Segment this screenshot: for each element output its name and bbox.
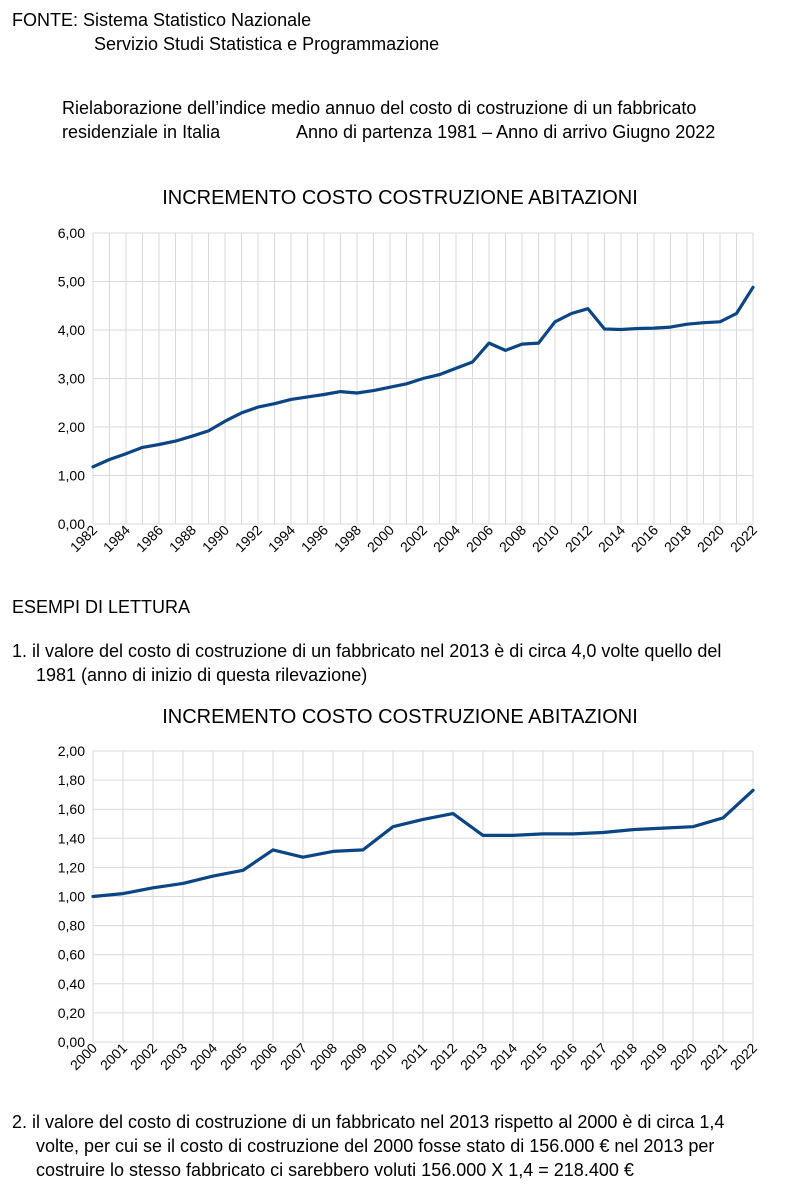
- x-tick-label: 2003: [157, 1040, 190, 1073]
- example-2-line-1: 2. il valore del costo di costruzione di…: [12, 1112, 725, 1132]
- x-tick-label: 2009: [337, 1040, 370, 1073]
- y-tick-label: 2,00: [58, 743, 85, 759]
- x-tick-label: 2007: [277, 1040, 310, 1073]
- x-tick-label: 2015: [517, 1040, 550, 1073]
- description-line-2a: residenziale in Italia: [62, 122, 221, 142]
- x-tick-label: 2005: [217, 1040, 250, 1073]
- x-tick-label: 2016: [547, 1040, 580, 1073]
- y-tick-label: 0,00: [58, 516, 85, 532]
- y-tick-label: 5,00: [58, 274, 85, 290]
- x-tick-label: 2001: [97, 1040, 130, 1073]
- series-line: [91, 285, 755, 469]
- x-tick-label: 2019: [637, 1040, 670, 1073]
- x-tick-label: 2018: [607, 1040, 640, 1073]
- x-tick-label: 2010: [367, 1040, 400, 1073]
- y-tick-label: 1,20: [58, 859, 85, 875]
- x-tick-label: 2004: [187, 1040, 220, 1073]
- y-tick-label: 3,00: [58, 371, 85, 387]
- y-tick-label: 1,40: [58, 830, 85, 846]
- y-tick-label: 0,80: [58, 918, 85, 934]
- description-line-2b: Anno di partenza 1981 – Anno di arrivo G…: [296, 122, 716, 142]
- example-1-line-2: 1981 (anno di inizio di questa rilevazio…: [36, 665, 368, 685]
- y-tick-label: 0,40: [58, 976, 85, 992]
- x-tick-label: 2011: [398, 1040, 431, 1073]
- x-tick-label: 2008: [307, 1040, 340, 1073]
- y-tick-label: 0,60: [58, 947, 85, 963]
- chart-1-title: INCREMENTO COSTO COSTRUZIONE ABITAZIONI: [162, 187, 638, 209]
- x-tick-label: 2002: [127, 1040, 160, 1073]
- section-title: ESEMPI DI LETTURA: [12, 597, 191, 617]
- y-tick-label: 0,20: [58, 1005, 85, 1021]
- y-tick-label: 1,00: [58, 468, 85, 484]
- x-tick-label: 2013: [457, 1040, 490, 1073]
- x-tick-label: 2017: [577, 1040, 610, 1073]
- source-line-2: Servizio Studi Statistica e Programmazio…: [94, 34, 440, 54]
- y-tick-label: 1,80: [58, 772, 85, 788]
- y-tick-label: 6,00: [58, 225, 85, 241]
- description-line-1: Rielaborazione dell’indice medio annuo d…: [62, 98, 697, 118]
- source-line-1: FONTE: Sistema Statistico Nazionale: [12, 10, 312, 30]
- y-tick-label: 1,00: [58, 889, 85, 905]
- example-2-line-2: volte, per cui se il costo di costruzion…: [36, 1136, 715, 1156]
- x-tick-label: 2021: [697, 1040, 730, 1073]
- x-tick-label: 2022: [727, 1040, 760, 1073]
- y-tick-label: 1,60: [58, 801, 85, 817]
- y-tick-label: 0,00: [58, 1034, 85, 1050]
- x-tick-label: 2014: [487, 1040, 520, 1073]
- series-line: [91, 788, 755, 899]
- chart-2: 0,00 0,20 0,40 0,60 0,80 1,00 1,20 1,40 1,60 1,80…: [58, 743, 761, 1073]
- y-tick-label: 2,00: [58, 419, 85, 435]
- chart-2-title: INCREMENTO COSTO COSTRUZIONE ABITAZIONI: [162, 706, 638, 728]
- x-tick-label: 2020: [667, 1040, 700, 1073]
- x-tick-label: 2012: [427, 1040, 460, 1073]
- y-tick-label: 4,00: [58, 322, 85, 338]
- example-1-line-1: 1. il valore del costo di costruzione di…: [12, 641, 722, 661]
- example-2-line-3: costruire lo stesso fabbricato ci sarebb…: [36, 1160, 634, 1180]
- x-tick-label: 2006: [247, 1040, 280, 1073]
